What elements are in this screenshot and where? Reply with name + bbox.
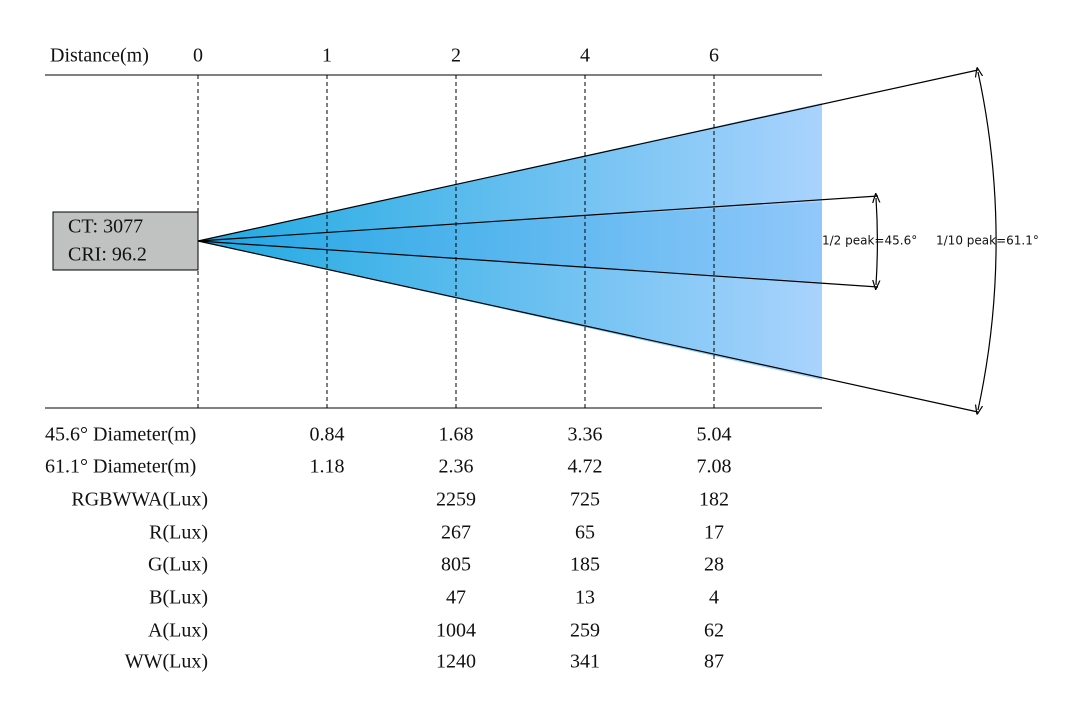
cell: 62 [704, 620, 724, 642]
cell: 17 [704, 522, 724, 544]
cell: 47 [446, 587, 466, 609]
row-label: G(Lux) [148, 554, 208, 576]
cell: 1004 [436, 620, 476, 642]
cell: 1240 [436, 651, 476, 673]
distance-mark: 4 [580, 45, 590, 67]
cell: 182 [699, 489, 729, 511]
row-label: A(Lux) [148, 620, 208, 642]
cell: 28 [704, 554, 724, 576]
beam-lines [197, 70, 997, 412]
row-label: R(Lux) [149, 522, 208, 544]
cell: 65 [575, 522, 595, 544]
table: 45.6° Diameter(m) 0.84 1.68 3.36 5.04 61.1° D… [45, 424, 732, 673]
cell: 3.36 [568, 424, 603, 446]
cell: 1.18 [310, 456, 345, 478]
distance-mark: 1 [322, 45, 332, 67]
cell: 805 [441, 554, 471, 576]
cell: 5.04 [697, 424, 732, 446]
beam-fill [198, 103, 822, 380]
distance-label: Distance(m) [50, 45, 149, 67]
row-label: 45.6° Diameter(m) [45, 424, 196, 446]
cell: 4 [709, 587, 719, 609]
distance-mark: 6 [709, 45, 719, 67]
cell: 87 [704, 651, 724, 673]
cell: 2.36 [439, 456, 474, 478]
half-peak: 1/2 peak=45.6° [822, 234, 917, 248]
cell: 267 [441, 522, 471, 544]
row-label: B(Lux) [149, 587, 208, 609]
cri: CRI: 96.2 [68, 244, 147, 266]
cell: 7.08 [697, 456, 732, 478]
cell: 259 [570, 620, 600, 642]
cell: 1.68 [439, 424, 474, 446]
info-box [52, 211, 199, 271]
cell: 4.72 [568, 456, 603, 478]
cell: 185 [570, 554, 600, 576]
distance-mark: 0 [193, 45, 203, 67]
cell: 2259 [436, 489, 476, 511]
distance-mark: 2 [451, 45, 461, 67]
cell: 725 [570, 489, 600, 511]
tenth-peak: 1/10 peak=61.1° [936, 234, 1039, 248]
cell: 0.84 [310, 424, 345, 446]
row-label: 61.1° Diameter(m) [45, 456, 196, 478]
row-label: WW(Lux) [125, 651, 208, 673]
row-label: RGBWWA(Lux) [71, 489, 208, 511]
cell: 13 [575, 587, 595, 609]
cell: 341 [570, 651, 600, 673]
distance-marks: 0 1 2 4 6 [193, 45, 719, 67]
beam-core [198, 202, 822, 282]
ct: CT: 3077 [68, 216, 143, 238]
